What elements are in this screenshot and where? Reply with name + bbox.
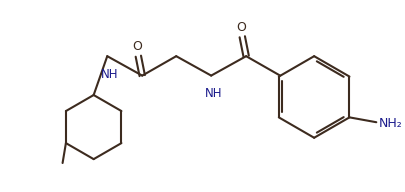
Text: NH: NH [204, 87, 222, 100]
Text: O: O [132, 40, 142, 53]
Text: O: O [236, 21, 245, 34]
Text: NH: NH [100, 68, 118, 81]
Text: NH₂: NH₂ [377, 117, 401, 130]
